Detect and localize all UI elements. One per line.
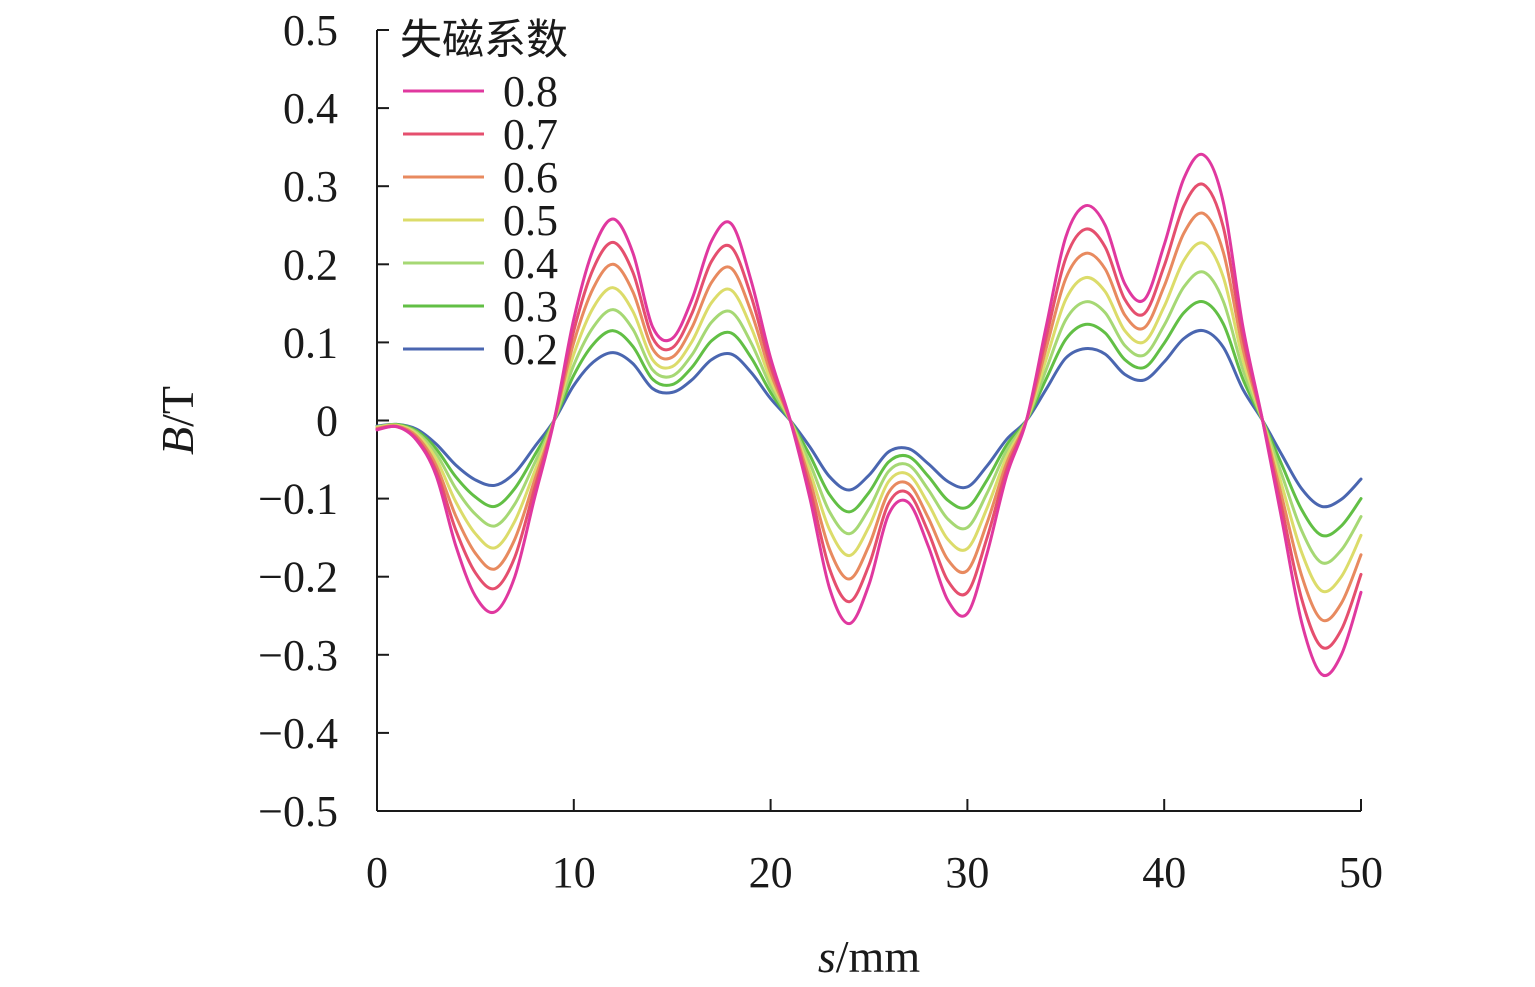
y-tick-label: 0.4 — [283, 84, 338, 133]
series-line-0.2 — [375, 328, 1363, 509]
y-tick-label: 0.5 — [283, 6, 338, 55]
legend-items: 0.80.70.60.50.40.30.2 — [403, 67, 558, 374]
x-tick-label: 0 — [366, 848, 388, 897]
x-tick-label: 50 — [1339, 848, 1383, 897]
legend-label-0.3: 0.3 — [503, 282, 558, 331]
legend-label-0.5: 0.5 — [503, 196, 558, 245]
x-axis-unit: /mm — [836, 931, 921, 982]
legend: 失磁系数 0.80.70.60.50.40.30.2 — [400, 15, 568, 374]
y-tick-label: 0.2 — [283, 240, 338, 289]
y-tick-label: −0.3 — [258, 631, 338, 680]
x-tick-label: 10 — [552, 848, 596, 897]
y-tick-label: −0.1 — [258, 475, 338, 524]
x-tick-label: 30 — [945, 848, 989, 897]
x-ticks: 0 10 20 30 40 50 — [366, 799, 1383, 897]
series-line-0.3 — [375, 299, 1363, 538]
legend-label-0.6: 0.6 — [503, 153, 558, 202]
series-line-0.5 — [375, 241, 1363, 594]
y-ticks: 0.5 0.4 0.3 0.2 0.1 0 −0.1 −0.2 −0.3 −0.4 −0.5 — [258, 6, 389, 836]
series-line-0.8 — [375, 152, 1363, 678]
series-group — [375, 152, 1363, 678]
x-tick-label: 40 — [1142, 848, 1186, 897]
y-tick-label: −0.4 — [258, 709, 338, 758]
y-axis-unit: /T — [152, 386, 203, 427]
y-tick-label: 0.3 — [283, 162, 338, 211]
x-axis-label: s/mm — [818, 931, 920, 982]
x-tick-label: 20 — [749, 848, 793, 897]
y-axis-variable: B — [152, 427, 203, 455]
y-tick-label: 0.1 — [283, 318, 338, 367]
y-tick-label: −0.5 — [258, 787, 338, 836]
series-line-0.4 — [375, 270, 1363, 565]
y-axis-label: B/T — [152, 386, 203, 455]
legend-label-0.2: 0.2 — [503, 325, 558, 374]
legend-label-0.4: 0.4 — [503, 239, 558, 288]
x-axis-variable: s — [818, 931, 836, 982]
y-tick-label: −0.2 — [258, 553, 338, 602]
legend-label-0.8: 0.8 — [503, 67, 558, 116]
y-tick-label: 0 — [316, 397, 338, 446]
legend-label-0.7: 0.7 — [503, 110, 558, 159]
legend-title: 失磁系数 — [400, 15, 568, 64]
